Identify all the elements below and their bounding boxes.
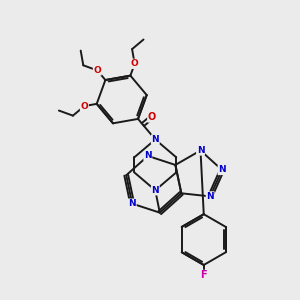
Text: N: N	[206, 192, 214, 201]
Text: N: N	[218, 165, 226, 174]
Text: F: F	[200, 270, 207, 280]
Text: O: O	[80, 101, 88, 110]
Text: N: N	[152, 186, 159, 195]
Text: N: N	[152, 135, 159, 144]
Text: O: O	[131, 59, 139, 68]
Text: N: N	[128, 199, 136, 208]
Text: N: N	[197, 146, 204, 155]
Text: O: O	[148, 112, 156, 122]
Text: O: O	[94, 66, 101, 75]
Text: N: N	[144, 152, 152, 160]
